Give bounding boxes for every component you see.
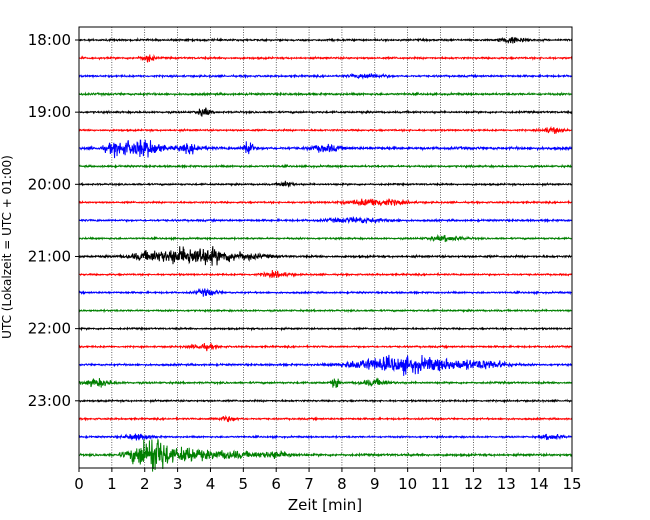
x-tick-label: 8 xyxy=(337,475,347,493)
seismogram-trace xyxy=(78,198,573,207)
seismogram-trace xyxy=(78,433,573,441)
y-tick-label: 19:00 xyxy=(28,103,71,121)
x-tick-label: 9 xyxy=(370,475,380,493)
y-tick-label: 18:00 xyxy=(28,31,71,49)
seismogram-trace xyxy=(78,326,573,332)
seismogram-trace xyxy=(78,354,573,376)
plot-frame xyxy=(78,26,573,469)
x-tick-label: 4 xyxy=(206,475,216,493)
seismogram-trace xyxy=(78,342,573,352)
seismogram-trace xyxy=(78,91,573,98)
x-axis-label: Zeit [min] xyxy=(288,496,362,514)
seismogram-trace xyxy=(78,439,573,472)
seismogram-trace xyxy=(78,377,573,388)
x-axis-ticks: 0 1 2 3 4 5 6 7 8 9 10 11 12 13 14 15 xyxy=(74,468,582,493)
seismogram-trace xyxy=(78,234,573,243)
x-tick-label: 10 xyxy=(398,475,417,493)
seismogram-trace xyxy=(78,398,572,404)
seismogram-trace xyxy=(78,53,573,63)
x-tick-label: 1 xyxy=(107,475,117,493)
seismogram-trace xyxy=(78,163,573,170)
x-tick-label: 14 xyxy=(530,475,549,493)
x-tick-label: 12 xyxy=(464,475,483,493)
y-tick-label: 22:00 xyxy=(28,320,71,338)
seismogram-trace xyxy=(78,307,573,314)
y-tick-label: 23:00 xyxy=(28,392,71,410)
x-tick-label: 7 xyxy=(304,475,314,493)
seismogram-trace xyxy=(78,414,573,423)
x-tick-label: 5 xyxy=(239,475,249,493)
y-tick-label: 21:00 xyxy=(28,247,71,265)
x-tick-label: 0 xyxy=(74,475,84,493)
x-tick-label: 3 xyxy=(173,475,183,493)
x-tick-label: 6 xyxy=(271,475,281,493)
seismogram-trace xyxy=(78,72,573,80)
seismogram-trace xyxy=(78,216,573,225)
y-tick-label: 20:00 xyxy=(28,175,71,193)
x-tick-label: 15 xyxy=(562,475,581,493)
seismogram-trace xyxy=(78,107,573,117)
seismogram-trace xyxy=(78,269,573,279)
trace-group xyxy=(78,36,573,472)
seismogram-trace xyxy=(78,125,573,135)
seismogram-trace xyxy=(78,139,573,159)
seismogram-trace xyxy=(78,287,573,297)
vertical-grid xyxy=(111,27,540,468)
x-tick-label: 2 xyxy=(140,475,150,493)
y-axis-label: UTC (Lokalzeit = UTC + 01:00) xyxy=(0,155,14,339)
seismogram-trace xyxy=(78,36,573,44)
x-tick-label: 13 xyxy=(497,475,516,493)
y-axis-ticks: 18:00 19:00 20:00 21:00 22:00 23:00 xyxy=(28,31,79,410)
seismogram-trace xyxy=(78,180,573,188)
seismogram-trace xyxy=(78,246,573,266)
x-tick-label: 11 xyxy=(431,475,450,493)
